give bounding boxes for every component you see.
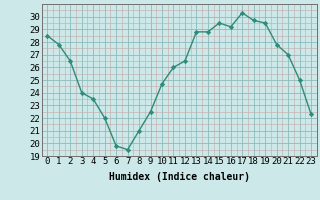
X-axis label: Humidex (Indice chaleur): Humidex (Indice chaleur) xyxy=(109,172,250,182)
